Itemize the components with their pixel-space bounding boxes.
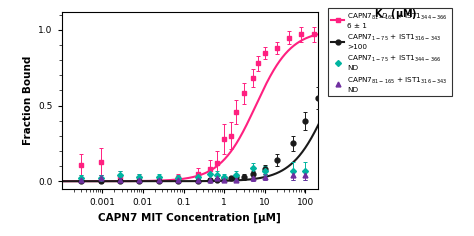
X-axis label: CAPN7 MIT Concentration [μM]: CAPN7 MIT Concentration [μM] <box>98 212 281 223</box>
Legend: CAPN7$_{81-165}$ + IST1$_{344-366}$
6 ± 1, CAPN7$_{1-75}$ + IST1$_{316-343}$
>10: CAPN7$_{81-165}$ + IST1$_{344-366}$ 6 ± … <box>328 8 452 96</box>
Text: K$_D$ (μM): K$_D$ (μM) <box>374 7 418 21</box>
Y-axis label: Fraction Bound: Fraction Bound <box>23 56 33 145</box>
